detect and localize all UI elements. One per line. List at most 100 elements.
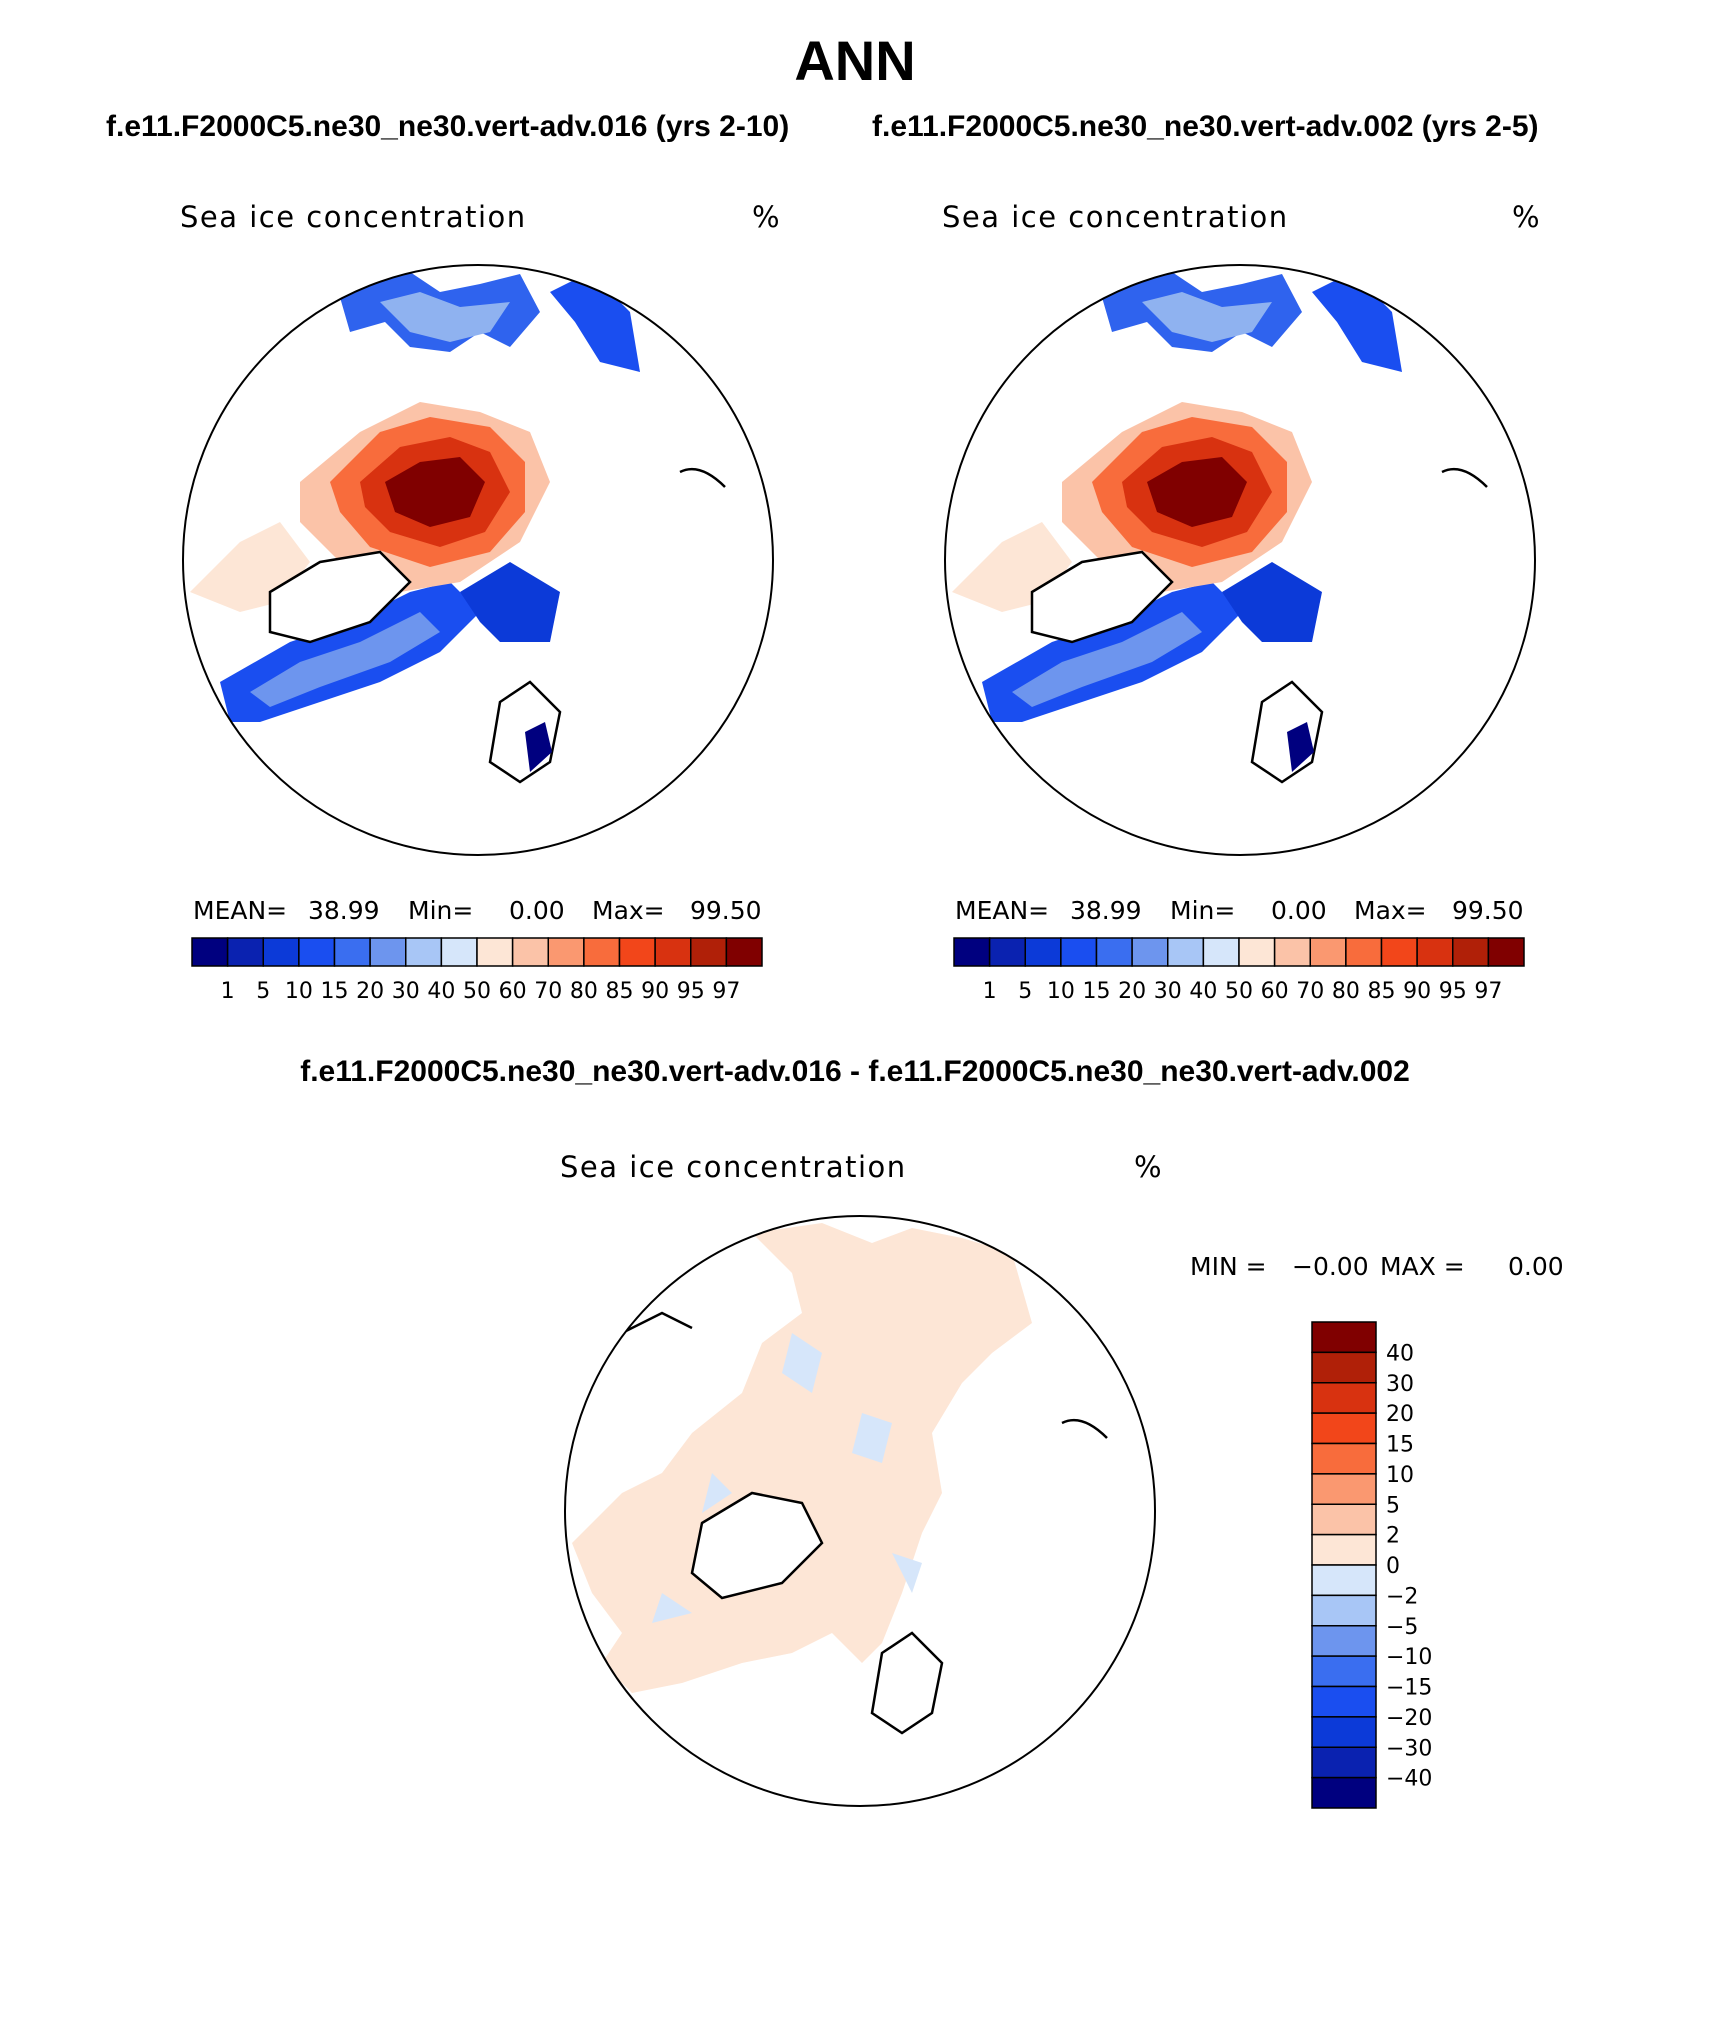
- panel1-colorbar-swatch: [618, 937, 656, 967]
- panel3-colorbar-tick-label: −10: [1386, 1645, 1432, 1670]
- panel1-colorbar-swatch: [298, 937, 336, 967]
- panel1-polar-map: [182, 264, 774, 856]
- panel3-colorbar-swatch: [1311, 1685, 1377, 1718]
- panel3-colorbar-swatch: [1311, 1321, 1377, 1354]
- panel3-colorbar-tick-label: 2: [1386, 1524, 1400, 1549]
- panel2-colorbar-tick-label: 15: [1083, 979, 1111, 1004]
- panel3-colorbar-swatch: [1311, 1351, 1377, 1384]
- panel1-colorbar-tick-label: 60: [499, 979, 527, 1004]
- panel2-colorbar-tick-label: 5: [1018, 979, 1032, 1004]
- panel3-colorbar-swatch: [1311, 1412, 1377, 1445]
- panel2-min-value: 0.00: [1271, 896, 1327, 925]
- case2-title: f.e11.F2000C5.ne30_ne30.vert-adv.002 (yr…: [872, 110, 1539, 143]
- panel1-min-value: 0.00: [509, 896, 565, 925]
- panel2-colorbar-swatch: [1060, 937, 1098, 967]
- panel1-colorbar-swatch: [405, 937, 443, 967]
- panel1-colorbar-swatch: [690, 937, 728, 967]
- panel1-colorbar-swatch: [369, 937, 407, 967]
- panel2-colorbar-swatch: [1024, 937, 1062, 967]
- panel3-colorbar-tick-label: −15: [1386, 1676, 1432, 1701]
- panel1-colorbar-swatch: [333, 937, 371, 967]
- panel2-label: Sea ice concentration: [942, 200, 1289, 234]
- panel2-colorbar-tick-label: 80: [1332, 979, 1360, 1004]
- panel2-min-label: Min=: [1170, 896, 1236, 925]
- panel1-colorbar-tick-label: 10: [285, 979, 313, 1004]
- panel2-mean-label: MEAN=: [955, 896, 1050, 925]
- panel1-colorbar-tick-label: 80: [570, 979, 598, 1004]
- panel1-colorbar-tick-label: 90: [641, 979, 669, 1004]
- panel3-colorbar-tick-label: 10: [1386, 1463, 1414, 1488]
- panel2-colorbar-swatch: [1487, 937, 1525, 967]
- panel1-colorbar-swatch: [191, 937, 229, 967]
- panel1-colorbar-tick-label: 50: [463, 979, 491, 1004]
- panel3-max-label: MAX =: [1380, 1252, 1465, 1281]
- panel3-colorbar-tick-label: −30: [1386, 1736, 1432, 1761]
- panel2-colorbar-tick-label: 60: [1261, 979, 1289, 1004]
- panel1-label: Sea ice concentration: [180, 200, 527, 234]
- panel2-colorbar-swatch: [1309, 937, 1347, 967]
- panel2-colorbar-tick-label: 30: [1154, 979, 1182, 1004]
- panel2-colorbar-tick-label: 40: [1189, 979, 1217, 1004]
- panel1-mean-value: 38.99: [308, 896, 380, 925]
- panel3-colorbar-swatch: [1311, 1564, 1377, 1597]
- main-title: ANN: [794, 29, 916, 92]
- panel3-colorbar-tick-label: −5: [1386, 1615, 1418, 1640]
- panel3-colorbar-swatch: [1311, 1382, 1377, 1414]
- panel3-colorbar-swatch: [1311, 1716, 1377, 1748]
- panel2-colorbar-tick-label: 70: [1296, 979, 1324, 1004]
- panel1-colorbar-swatch: [725, 937, 763, 967]
- diff-title: f.e11.F2000C5.ne30_ne30.vert-adv.016 - f…: [300, 1055, 1410, 1088]
- panel1-colorbar-swatch: [262, 937, 300, 967]
- panel1-min-label: Min=: [408, 896, 474, 925]
- panel2-colorbar-swatch: [988, 937, 1026, 967]
- panel2-max-value: 99.50: [1452, 896, 1524, 925]
- panel3-polar-map: [564, 1215, 1156, 1807]
- panel1-colorbar-tick-label: 97: [712, 979, 740, 1004]
- panel3-colorbar-tick-label: 20: [1386, 1402, 1414, 1427]
- panel2-colorbar-tick-label: 90: [1403, 979, 1431, 1004]
- panel3-max-value: 0.00: [1508, 1252, 1564, 1281]
- panel2-colorbar-swatch: [1380, 937, 1418, 967]
- panel1-max-value: 99.50: [690, 896, 762, 925]
- panel1-colorbar-tick-label: 15: [321, 979, 349, 1004]
- panel1-colorbar: 1 5 10 15 20 30 40 50 60 70 80 85 90 95 97: [191, 937, 763, 1004]
- panel1-colorbar-swatch: [583, 937, 621, 967]
- panel1-colorbar-tick-label: 95: [677, 979, 705, 1004]
- panel2-colorbar-swatch: [1167, 937, 1205, 967]
- panel3-min-label: MIN =: [1190, 1252, 1267, 1281]
- panel1-colorbar-swatch: [226, 937, 264, 967]
- panel2-colorbar-tick-label: 95: [1439, 979, 1467, 1004]
- panel2-colorbar-swatch: [1238, 937, 1276, 967]
- panel2-colorbar-tick-label: 97: [1474, 979, 1502, 1004]
- panel3-colorbar-tick-label: 40: [1386, 1341, 1414, 1366]
- panel2-colorbar-swatch: [1416, 937, 1454, 967]
- panel1-colorbar-swatch: [476, 937, 514, 967]
- case1-title: f.e11.F2000C5.ne30_ne30.vert-adv.016 (yr…: [106, 110, 790, 143]
- panel1-colorbar-swatch: [547, 937, 585, 967]
- panel3-colorbar-tick-label: 30: [1386, 1372, 1414, 1397]
- panel1-colorbar-tick-label: 1: [221, 979, 235, 1004]
- panel2-colorbar-tick-label: 85: [1368, 979, 1396, 1004]
- panel3-colorbar-swatch: [1311, 1442, 1377, 1475]
- panel3-colorbar-swatch: [1311, 1655, 1377, 1688]
- panel2-polar-map: [944, 264, 1536, 856]
- panel1-colorbar-tick-label: 5: [256, 979, 270, 1004]
- panel2-colorbar-swatch: [1131, 937, 1169, 967]
- panel2-colorbar-swatch: [1345, 937, 1383, 967]
- panel2-colorbar-tick-label: 50: [1225, 979, 1253, 1004]
- panel3-colorbar-swatch: [1311, 1533, 1377, 1566]
- panel2-mean-value: 38.99: [1070, 896, 1142, 925]
- panel1-units: %: [752, 200, 782, 234]
- panel3-colorbar-tick-label: 5: [1386, 1493, 1400, 1518]
- panel2-colorbar-tick-label: 20: [1118, 979, 1146, 1004]
- panel3-colorbar-swatch: [1311, 1625, 1377, 1657]
- panel2-colorbar-swatch: [1202, 937, 1240, 967]
- panel2-colorbar-tick-label: 10: [1047, 979, 1075, 1004]
- panel3-colorbar-swatch: [1311, 1776, 1377, 1809]
- panel3-units: %: [1134, 1150, 1164, 1184]
- panel3-colorbar-tick-label: −20: [1386, 1706, 1432, 1731]
- panel2-colorbar-swatch: [1273, 937, 1311, 967]
- panel3-colorbar-swatch: [1311, 1594, 1377, 1627]
- panel2-colorbar-swatch: [1452, 937, 1490, 967]
